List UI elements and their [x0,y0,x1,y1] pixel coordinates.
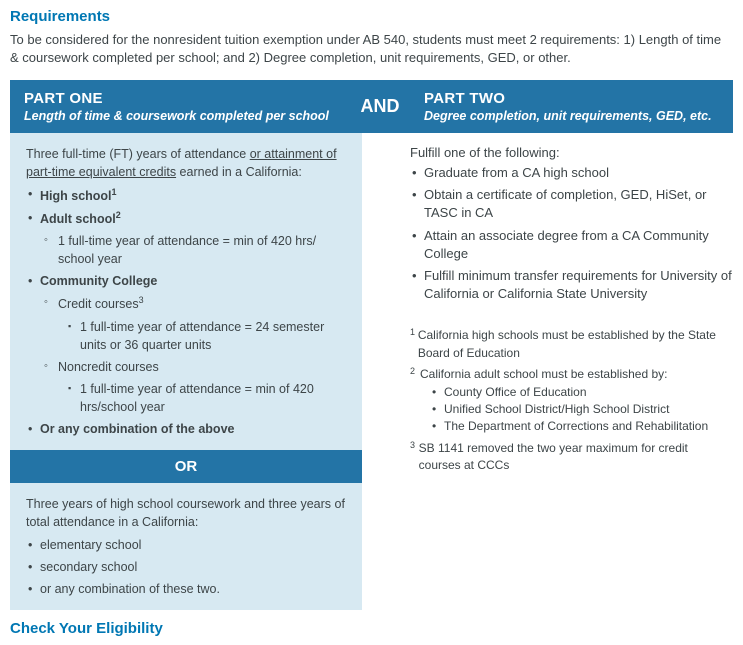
and-separator: AND [350,80,410,133]
fulfill-lead: Fulfill one of the following: [410,145,733,160]
box2-lead: Three years of high school coursework an… [26,495,346,531]
cc-credit: Credit courses3 1 full-time year of atte… [40,294,346,354]
footnote-2b: Unified School District/High School Dist… [430,401,708,418]
box1-lead: Three full-time (FT) years of attendance… [26,145,346,181]
footnote-1: 1 California high schools must be establ… [410,327,733,362]
box1-lead-b: earned in a California: [176,165,302,179]
parts-header: PART ONE Length of time & coursework com… [10,80,733,133]
footnote-2a: County Office of Education [430,384,708,401]
as-sup: 2 [116,210,121,220]
footnote-1-text: California high schools must be establis… [418,327,733,362]
item-high-school: High school1 [26,185,346,204]
part-one-header: PART ONE Length of time & coursework com… [10,80,350,133]
item-adult-school: Adult school2 1 full-time year of attend… [26,209,346,269]
footnote-3: 3 SB 1141 removed the two year maximum f… [410,440,733,475]
cc-noncredit-detail: 1 full-time year of attendance = min of … [58,380,346,416]
requirements-heading: Requirements [10,8,733,25]
hs-sup: 1 [112,186,117,196]
cc-credit-detail: 1 full-time year of attendance = 24 seme… [58,318,346,354]
fulfill-4: Fulfill minimum transfer requirements fo… [410,267,733,303]
left-box-2: Three years of high school coursework an… [10,483,362,610]
box2-elementary: elementary school [26,536,346,554]
part-two-header: PART TWO Degree completion, unit require… [410,80,733,133]
footnote-2c: The Department of Corrections and Rehabi… [430,418,708,435]
adult-school-detail: 1 full-time year of attendance = min of … [40,232,346,268]
footnote-2: 2 California adult school must be establ… [410,366,733,436]
cc-credit-sup: 3 [139,295,144,305]
fulfill-3: Attain an associate degree from a CA Com… [410,227,733,263]
part-two-subtitle: Degree completion, unit requirements, GE… [424,109,719,123]
hs-text: High school [40,189,112,203]
footnote-3-text: SB 1141 removed the two year maximum for… [419,440,733,475]
part-one-label: PART ONE [24,90,336,107]
part-two-label: PART TWO [424,90,719,107]
combo-text: Or any combination of the above [40,422,234,436]
left-column: Three full-time (FT) years of attendance… [10,133,362,610]
box1-lead-a: Three full-time (FT) years of attendance [26,147,250,161]
cc-credit-text: Credit courses [58,297,139,311]
two-column-body: Three full-time (FT) years of attendance… [10,133,733,610]
right-column: Fulfill one of the following: Graduate f… [410,133,733,474]
item-community-college: Community College Credit courses3 1 full… [26,272,346,416]
footnote-2-text: California adult school must be establis… [420,366,708,383]
or-separator: OR [10,450,362,483]
fulfill-1: Graduate from a CA high school [410,164,733,182]
part-one-subtitle: Length of time & coursework completed pe… [24,109,336,123]
box2-combination: or any combination of these two. [26,580,346,598]
footnotes: 1 California high schools must be establ… [410,327,733,474]
item-combination: Or any combination of the above [26,420,346,438]
cc-text: Community College [40,274,157,288]
check-eligibility-heading: Check Your Eligibility [10,620,733,637]
fulfill-2: Obtain a certificate of completion, GED,… [410,186,733,222]
intro-text: To be considered for the nonresident tui… [10,31,733,66]
cc-noncredit: Noncredit courses [40,358,346,376]
as-text: Adult school [40,212,116,226]
left-box-1: Three full-time (FT) years of attendance… [10,133,362,450]
